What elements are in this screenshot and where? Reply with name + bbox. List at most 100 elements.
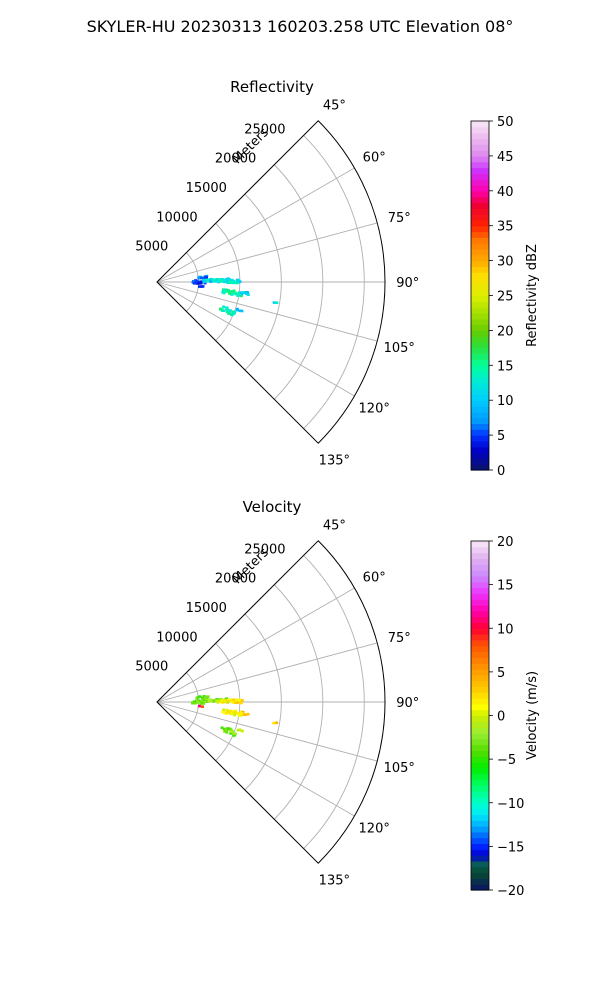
echo-gate xyxy=(237,712,241,715)
colorbar-segment xyxy=(471,564,489,571)
colorbar-segment xyxy=(471,767,489,775)
colorbar-segment xyxy=(471,190,489,198)
colorbar-segment xyxy=(471,155,489,163)
echo-gate xyxy=(202,280,206,284)
colorbar-tick-label: 5 xyxy=(497,666,505,681)
sector-outline xyxy=(156,120,386,444)
colorbar-segment xyxy=(471,831,489,839)
colorbar-segment xyxy=(471,359,489,366)
echo-gate xyxy=(227,698,231,702)
colorbar-segment xyxy=(471,330,489,337)
echo-gate xyxy=(191,701,195,705)
echo-gate xyxy=(205,274,209,278)
colorbar-segment xyxy=(471,289,489,297)
azimuth-gridline xyxy=(156,222,378,283)
echo-gate xyxy=(240,712,244,715)
echo-gate xyxy=(238,728,242,732)
velocity-panel: Velocity500010000150002000025000Meters45… xyxy=(135,498,540,899)
echo-gate xyxy=(230,698,234,702)
echo-gate xyxy=(234,709,238,713)
echo-gate xyxy=(209,280,213,283)
colorbar-label: Velocity (m/s) xyxy=(525,671,540,760)
colorbar-segment xyxy=(471,173,489,180)
colorbar-segment xyxy=(471,446,489,454)
colorbar-segment xyxy=(471,458,489,465)
echo-gate xyxy=(235,308,239,312)
echo-gate xyxy=(275,301,279,305)
colorbar-segment xyxy=(471,179,489,186)
colorbar-label: Reflectivity dBZ xyxy=(525,244,540,347)
colorbar-segment xyxy=(471,184,489,192)
azimuth-gridline xyxy=(156,642,378,703)
echo-gate xyxy=(222,291,226,295)
echo-gate xyxy=(226,281,230,284)
colorbar-segment xyxy=(471,785,489,792)
echo-gate xyxy=(229,290,233,294)
azimuth-tick-label: 60° xyxy=(363,571,386,586)
echo-gate xyxy=(222,727,226,731)
colorbar-segment xyxy=(471,802,489,810)
echo-gate xyxy=(229,698,233,702)
echo-gate xyxy=(237,291,241,295)
colorbar-tick-label: 15 xyxy=(497,359,514,374)
echo-gate xyxy=(232,734,236,737)
colorbar-segment xyxy=(471,628,489,635)
colorbar-segment xyxy=(471,388,489,395)
colorbar-segment xyxy=(471,651,489,658)
colorbar-segment xyxy=(471,202,489,209)
colorbar-segment xyxy=(471,855,489,862)
colorbar-segment xyxy=(471,727,489,734)
echo-gate xyxy=(225,730,229,733)
echo-gate xyxy=(200,702,204,705)
range-tick-label: 20000 xyxy=(215,152,256,167)
echo-gate xyxy=(237,700,241,704)
echo-gate xyxy=(232,698,236,702)
colorbar-segment xyxy=(471,371,489,378)
colorbar-segment xyxy=(471,692,489,699)
echo-gate xyxy=(204,278,208,282)
echo-gate xyxy=(197,704,201,708)
echo-gate xyxy=(199,699,203,703)
colorbar-segment xyxy=(471,756,489,763)
echo-gate xyxy=(209,698,213,702)
echo-gate xyxy=(226,308,230,312)
echo-gate xyxy=(225,306,229,310)
echo-gate xyxy=(197,275,201,279)
colorbar-segment xyxy=(471,365,489,372)
colorbar-segment xyxy=(471,411,489,419)
colorbar-segment xyxy=(471,144,489,151)
echo-gate xyxy=(230,278,234,282)
range-tick-label: 15000 xyxy=(186,181,227,196)
colorbar-segment xyxy=(471,674,489,682)
colorbar-segment xyxy=(471,744,489,751)
echo-gate xyxy=(210,277,214,281)
azimuth-tick-label: 105° xyxy=(384,761,415,776)
echo-gate xyxy=(206,695,210,698)
colorbar-segment xyxy=(471,132,489,140)
echo-gate xyxy=(198,285,202,288)
colorbar-segment xyxy=(471,219,489,227)
echo-gate xyxy=(235,711,239,715)
echo-gate xyxy=(245,292,249,296)
echo-gate xyxy=(222,698,226,702)
echo-gate xyxy=(229,730,233,733)
echo-gate xyxy=(240,699,244,702)
colorbar-segment xyxy=(471,796,489,804)
colorbar-segment xyxy=(471,541,489,548)
echo-gate xyxy=(209,700,213,703)
echo-gate xyxy=(217,699,221,703)
echo-gate xyxy=(195,700,199,703)
colorbar-segment xyxy=(471,126,489,134)
colorbar-segment xyxy=(471,336,489,343)
colorbar-segment xyxy=(471,417,489,425)
echo-gate xyxy=(233,280,237,284)
colorbar-segment xyxy=(471,283,489,291)
colorbar-segment xyxy=(471,440,489,448)
colorbar-segment xyxy=(471,622,489,629)
echo-gate xyxy=(199,281,203,285)
colorbar-segment xyxy=(471,208,489,215)
echo-gate xyxy=(232,281,236,285)
echo-gate xyxy=(230,291,234,295)
colorbar-segment xyxy=(471,866,489,874)
